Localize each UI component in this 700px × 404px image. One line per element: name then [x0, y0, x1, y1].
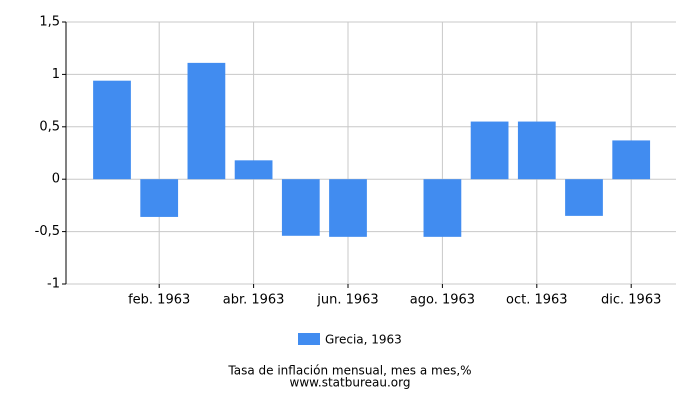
y-tick-label: 1,5	[39, 15, 60, 30]
x-tick-label: ago. 1963	[410, 293, 475, 308]
x-tick-label: feb. 1963	[128, 293, 190, 308]
bar	[234, 160, 273, 180]
bar	[565, 179, 603, 216]
y-tick-label: 1	[52, 67, 60, 82]
bar	[470, 121, 509, 180]
x-tick-label: oct. 1963	[506, 293, 568, 308]
y-tick-label: 0,5	[39, 119, 60, 134]
bar	[517, 121, 556, 180]
bar	[612, 140, 651, 180]
legend-swatch	[298, 333, 320, 345]
y-tick-label: -1	[47, 277, 60, 292]
bar	[187, 62, 226, 180]
legend-label: Grecia, 1963	[325, 333, 402, 347]
bar	[93, 80, 131, 180]
x-tick-label: abr. 1963	[223, 293, 285, 308]
x-axis-title: Tasa de inflación mensual, mes a mes,%	[227, 364, 471, 378]
bar	[329, 179, 367, 237]
bar	[140, 179, 179, 217]
source: www.statbureau.org	[290, 376, 411, 390]
y-tick-label: 0	[52, 172, 60, 187]
y-tick-label: -0,5	[35, 224, 60, 239]
bar	[423, 179, 462, 237]
x-tick-label: jun. 1963	[316, 293, 378, 308]
bar	[281, 179, 320, 236]
x-tick-label: dic. 1963	[601, 293, 661, 308]
